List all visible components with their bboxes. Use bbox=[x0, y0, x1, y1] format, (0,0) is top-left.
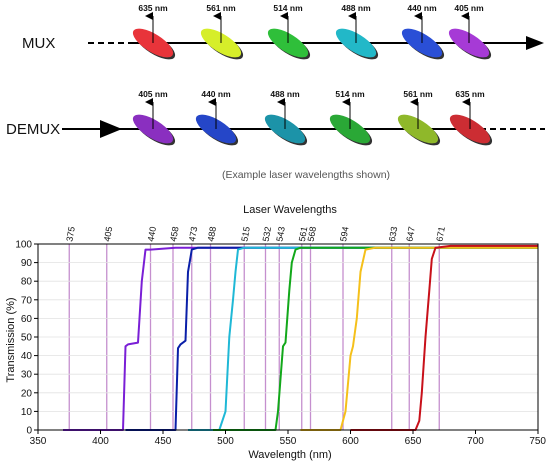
series-line bbox=[188, 246, 538, 431]
y-tick-label: 20 bbox=[21, 388, 33, 399]
y-tick-label: 60 bbox=[21, 314, 33, 325]
transmission-chart: Laser Wavelengths 375 405 440 458 473 488 515 5… bbox=[5, 204, 546, 461]
x-tick-label: 500 bbox=[217, 436, 234, 447]
demux-filter: 488 nm bbox=[264, 89, 308, 146]
series-line bbox=[213, 246, 538, 431]
laser-line-label: 671 bbox=[434, 226, 446, 243]
laser-line-label: 532 bbox=[261, 226, 273, 243]
mux-filter: 440 nm bbox=[401, 3, 445, 60]
y-tick-label: 10 bbox=[21, 407, 33, 418]
laser-line-label: 594 bbox=[338, 226, 350, 243]
laser-line-label: 515 bbox=[239, 226, 251, 243]
demux-filter-wavelength: 514 nm bbox=[335, 89, 365, 99]
x-tick-label: 550 bbox=[280, 436, 297, 447]
laser-line-label: 458 bbox=[168, 226, 180, 243]
y-axis-label: Transmission (%) bbox=[5, 297, 17, 382]
series-line bbox=[300, 246, 538, 431]
x-tick-label: 400 bbox=[92, 436, 109, 447]
demux-arrowhead-icon bbox=[100, 120, 122, 138]
x-tick-label: 350 bbox=[30, 436, 47, 447]
y-tick-label: 70 bbox=[21, 295, 33, 306]
mux-filter: 635 nm bbox=[132, 3, 176, 60]
x-tick-label: 450 bbox=[155, 436, 172, 447]
mux-filter-wavelength: 635 nm bbox=[138, 3, 168, 13]
mux-label: MUX bbox=[22, 35, 55, 52]
laser-line-label: 568 bbox=[306, 226, 318, 243]
x-tick-label: 600 bbox=[342, 436, 359, 447]
laser-line-label: 440 bbox=[146, 226, 158, 243]
demux-filter: 405 nm bbox=[132, 89, 176, 146]
y-tick-label: 100 bbox=[15, 240, 32, 251]
demux-filter-wavelength: 405 nm bbox=[138, 89, 168, 99]
chart-title: Laser Wavelengths bbox=[243, 204, 337, 216]
demux-label: DEMUX bbox=[6, 121, 60, 138]
mux-filter-wavelength: 405 nm bbox=[454, 3, 484, 13]
laser-line-label: 647 bbox=[404, 226, 416, 243]
mux-filter: 488 nm bbox=[335, 3, 379, 60]
x-tick-label: 700 bbox=[467, 436, 484, 447]
x-tick-label: 750 bbox=[529, 436, 546, 447]
series-line bbox=[125, 246, 538, 431]
mux-filter: 405 nm bbox=[448, 3, 492, 60]
mux-filter-wavelength: 561 nm bbox=[206, 3, 236, 13]
y-tick-label: 30 bbox=[21, 370, 33, 381]
laser-line-label: 543 bbox=[274, 226, 286, 243]
x-tick-label: 650 bbox=[405, 436, 422, 447]
demux-filter: 514 nm bbox=[329, 89, 373, 146]
demux-filter-wavelength: 440 nm bbox=[201, 89, 231, 99]
demux-filter: 561 nm bbox=[397, 89, 441, 146]
laser-line-label: 473 bbox=[187, 226, 199, 243]
series-line bbox=[350, 244, 538, 431]
laser-line-label: 488 bbox=[206, 226, 218, 243]
laser-line-label: 405 bbox=[102, 226, 114, 243]
laser-line-label: 561 bbox=[297, 226, 309, 243]
y-tick-label: 80 bbox=[21, 277, 33, 288]
y-tick-label: 90 bbox=[21, 258, 33, 269]
mux-filter-wavelength: 488 nm bbox=[341, 3, 371, 13]
y-tick-label: 40 bbox=[21, 351, 33, 362]
demux-filter-wavelength: 561 nm bbox=[403, 89, 433, 99]
laser-line-label: 375 bbox=[64, 226, 76, 243]
y-tick-label: 0 bbox=[26, 426, 32, 437]
mux-filter: 561 nm bbox=[200, 3, 244, 60]
y-tick-label: 50 bbox=[21, 333, 33, 344]
laser-line-label: 633 bbox=[387, 226, 399, 243]
demux-filter: 440 nm bbox=[195, 89, 239, 146]
caption: (Example laser wavelengths shown) bbox=[222, 169, 390, 181]
series-line bbox=[63, 246, 538, 431]
mux-filter-wavelength: 440 nm bbox=[407, 3, 437, 13]
demux-filter-wavelength: 635 nm bbox=[455, 89, 485, 99]
demux-filter: 635 nm bbox=[449, 89, 493, 146]
x-axis-label: Wavelength (nm) bbox=[248, 449, 331, 461]
mux-arrowhead-icon bbox=[526, 36, 544, 50]
demux-filter-wavelength: 488 nm bbox=[270, 89, 300, 99]
demux-diagram: DEMUX 405 nm 440 nm 488 nm 514 nm 561 nm 635 … bbox=[6, 89, 545, 146]
mux-diagram: MUX 635 nm 561 nm 514 nm 488 nm 440 nm 405 nm bbox=[22, 3, 544, 60]
mux-filter: 514 nm bbox=[267, 3, 311, 60]
mux-filter-wavelength: 514 nm bbox=[273, 3, 303, 13]
